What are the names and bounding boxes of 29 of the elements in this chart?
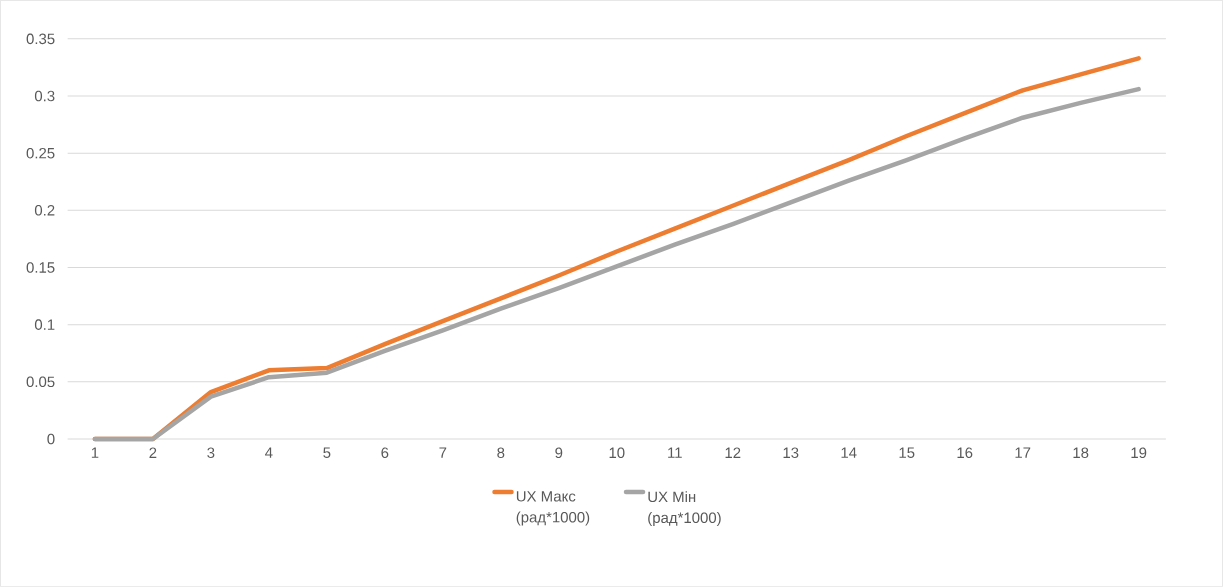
y-tick-label: 0.1 — [34, 319, 55, 330]
y-tick-label: 0.35 — [26, 33, 55, 45]
x-tick-label: 11 — [668, 447, 682, 458]
x-tick-label: 8 — [497, 447, 505, 459]
y-tick-label: 0.05 — [26, 376, 55, 388]
legend-label: UX Мін (рад*1000) — [648, 491, 721, 527]
y-tick-label: 0.3 — [34, 90, 55, 102]
x-tick-label: 13 — [783, 447, 799, 459]
x-tick-label: 5 — [323, 447, 331, 458]
y-tick-label: 0.2 — [34, 205, 55, 216]
x-tick-label: 19 — [1131, 447, 1147, 459]
x-tick-label: 18 — [1073, 447, 1089, 459]
legend-label: UX Макс (рад*1000) — [516, 491, 590, 526]
x-tick-label: 12 — [725, 447, 741, 458]
y-tick-label: 0 — [47, 433, 55, 445]
x-tick-label: 3 — [207, 447, 215, 459]
x-tick-label: 7 — [439, 447, 447, 458]
x-tick-label: 1 — [91, 447, 99, 458]
x-tick-label: 2 — [149, 447, 157, 458]
x-tick-label: 17 — [1015, 447, 1031, 458]
x-tick-label: 14 — [841, 447, 857, 458]
x-tick-label: 4 — [265, 447, 273, 458]
x-tick-label: 15 — [899, 447, 915, 458]
x-tick-label: 6 — [381, 447, 389, 459]
x-tick-label: 9 — [555, 447, 563, 459]
x-tick-label: 16 — [957, 447, 973, 459]
x-tick-label: 10 — [609, 447, 625, 459]
y-tick-label: 0.25 — [26, 147, 55, 159]
y-tick-label: 0.15 — [26, 262, 55, 273]
